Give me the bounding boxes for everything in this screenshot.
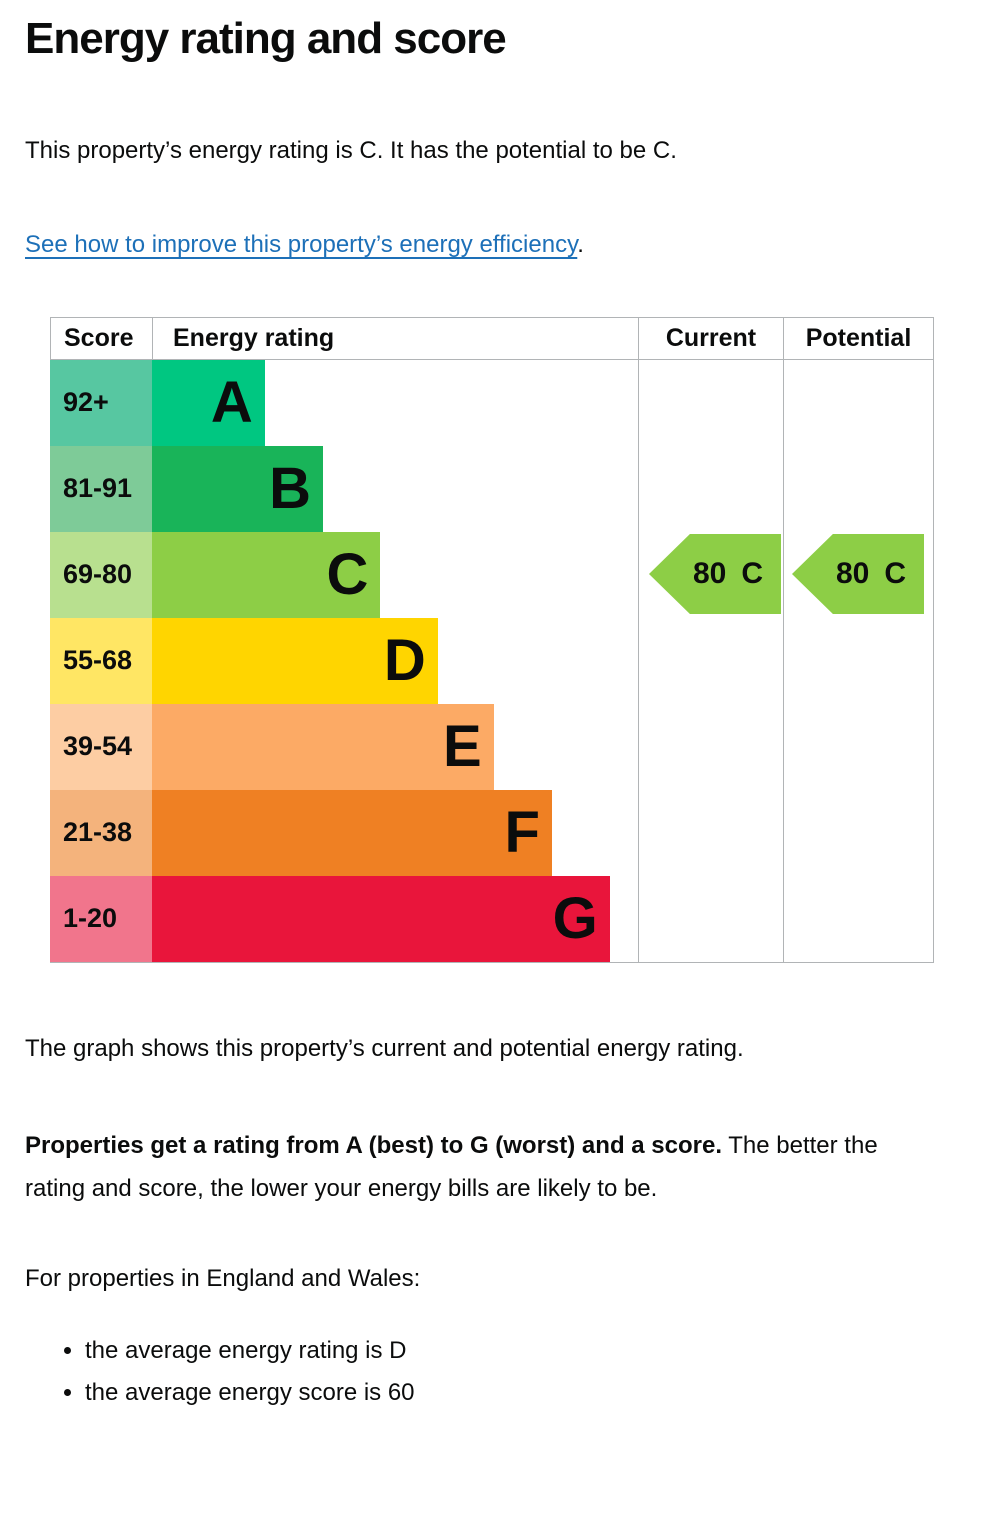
rating-explanation-bold: Properties get a rating from A (best) to… — [25, 1132, 722, 1160]
band-bar: E — [152, 703, 494, 790]
graph-caption: The graph shows this property’s current … — [25, 1034, 744, 1062]
band-bar: D — [152, 617, 438, 704]
page-title: Energy rating and score — [25, 14, 507, 63]
page: Energy rating and score This property’s … — [0, 14, 1000, 1415]
header-score: Score — [50, 317, 152, 359]
band-score-range: 81-91 — [50, 445, 152, 532]
current-letter: C — [741, 556, 764, 590]
list-item-average-rating: the average energy rating is D — [85, 1330, 930, 1373]
band-score-range: 92+ — [50, 359, 152, 446]
band-bar: A — [152, 359, 265, 446]
band-letter: B — [269, 455, 312, 521]
band-letter: E — [442, 713, 482, 779]
band-letter: F — [504, 799, 540, 865]
potential-column: 80 C — [783, 359, 934, 962]
link-suffix: . — [577, 230, 584, 258]
potential-score: 80 — [835, 556, 870, 590]
intro-text: This property’s energy rating is C. It h… — [25, 136, 677, 164]
epc-body: 92+ A 81-91 B 69-80 C 55-68 D 39-54 E 21… — [50, 359, 934, 963]
band-score-range: 39-54 — [50, 703, 152, 790]
band-score-range: 55-68 — [50, 617, 152, 704]
averages-list: the average energy rating is D the avera… — [25, 1330, 930, 1415]
band-row-c: 69-80 C — [50, 531, 934, 618]
regions-heading: For properties in England and Wales: — [25, 1264, 421, 1292]
band-row-g: 1-20 G — [50, 875, 934, 962]
band-row-b: 81-91 B — [50, 445, 934, 532]
band-score-range: 21-38 — [50, 789, 152, 876]
band-letter: D — [383, 627, 426, 693]
band-letter: G — [552, 885, 598, 951]
improve-efficiency-link[interactable]: See how to improve this property’s energ… — [25, 230, 578, 258]
band-score-range: 1-20 — [50, 875, 152, 962]
band-bar: C — [152, 531, 381, 618]
rating-explanation-rest: The better the rating and score, the low… — [25, 1132, 878, 1203]
header-energy-rating: Energy rating — [152, 317, 638, 359]
epc-graph: Score Energy rating Current Potential 92… — [50, 316, 934, 963]
improve-link-line: See how to improve this property’s energ… — [25, 229, 930, 260]
band-row-d: 55-68 D — [50, 617, 934, 704]
current-column: 80 C — [638, 359, 783, 962]
potential-arrow: 80 C — [792, 533, 924, 614]
rating-explanation: Properties get a rating from A (best) to… — [25, 1124, 930, 1210]
band-letter: A — [210, 369, 253, 435]
band-row-e: 39-54 E — [50, 703, 934, 790]
band-row-f: 21-38 F — [50, 789, 934, 876]
current-score: 80 — [692, 556, 727, 590]
list-item-average-score: the average energy score is 60 — [85, 1372, 930, 1415]
band-score-range: 69-80 — [50, 531, 152, 618]
epc-header-row: Score Energy rating Current Potential — [50, 316, 934, 360]
band-bar: G — [152, 875, 610, 962]
band-bar: B — [152, 445, 324, 532]
header-current: Current — [638, 317, 783, 359]
band-bar: F — [152, 789, 552, 876]
potential-letter: C — [884, 556, 907, 590]
current-arrow: 80 C — [649, 533, 781, 614]
header-potential: Potential — [783, 317, 934, 359]
band-row-a: 92+ A — [50, 359, 934, 446]
band-letter: C — [326, 541, 369, 607]
